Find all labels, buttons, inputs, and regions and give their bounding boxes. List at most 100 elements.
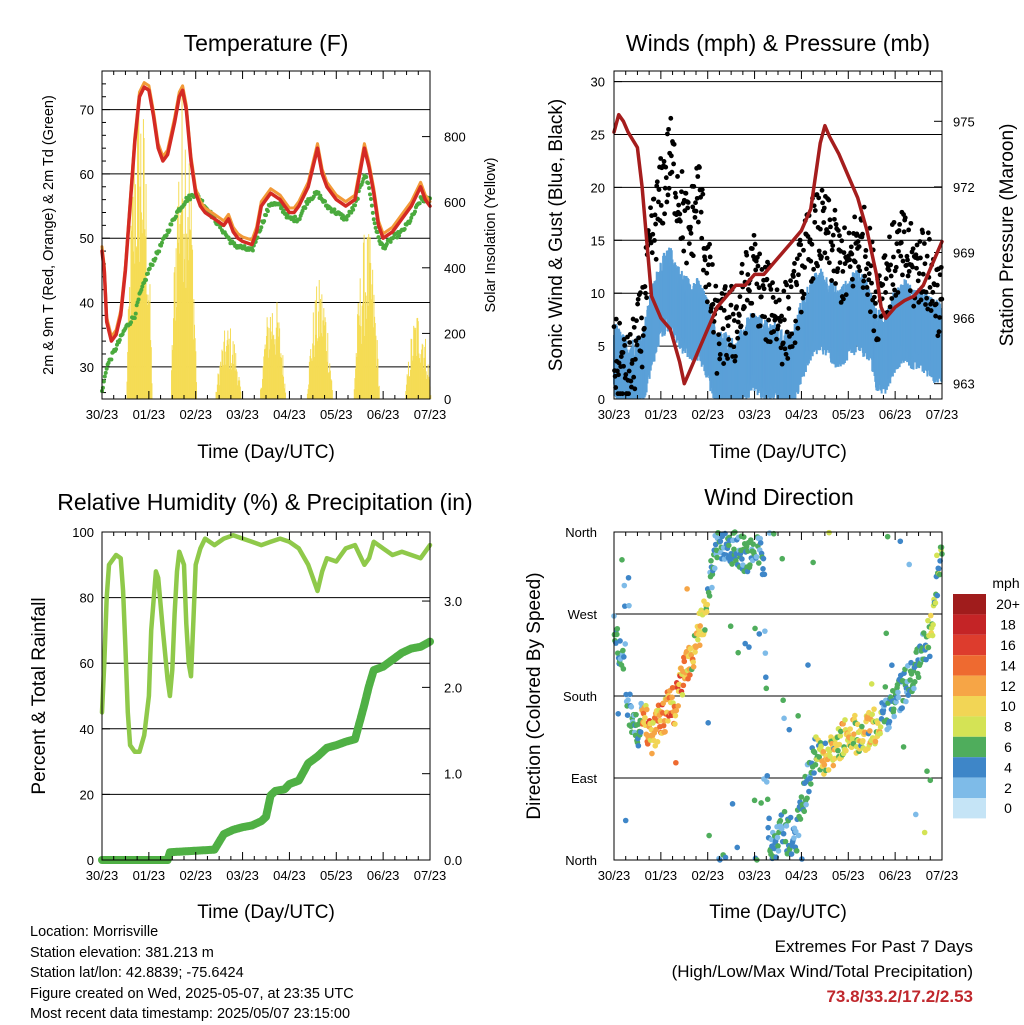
gust-point xyxy=(883,276,889,282)
direction-point xyxy=(622,641,629,647)
direction-point xyxy=(780,697,786,704)
dewpoint-point xyxy=(323,199,328,204)
direction-point xyxy=(890,706,897,712)
precip-y-tick-label: 0.0 xyxy=(444,853,462,868)
gust-point xyxy=(677,218,683,224)
gust-point xyxy=(640,333,646,339)
gust-point xyxy=(776,297,782,303)
pressure-y-tick-label: 966 xyxy=(953,311,975,326)
direction-point xyxy=(713,547,720,554)
gust-point xyxy=(688,224,693,230)
direction-point xyxy=(889,662,895,668)
gust-point xyxy=(873,300,878,306)
gust-point xyxy=(819,254,824,260)
legend-label: 2 xyxy=(1004,780,1012,796)
gust-point xyxy=(668,153,674,159)
gust-point xyxy=(633,338,639,344)
gust-point xyxy=(911,303,917,309)
dewpoint-point xyxy=(174,214,179,219)
legend-swatch xyxy=(953,655,986,676)
gust-point xyxy=(622,343,628,348)
direction-point xyxy=(929,632,936,639)
gust-point xyxy=(632,386,638,392)
dewpoint-point xyxy=(117,337,122,342)
gust-point xyxy=(938,264,944,270)
gust-point xyxy=(710,301,716,307)
gust-point xyxy=(820,200,826,206)
gust-point xyxy=(914,265,919,271)
dewpoint-point xyxy=(353,203,358,208)
gust-point xyxy=(675,174,680,179)
pressure-y-tick-label: 975 xyxy=(953,114,975,129)
legend-label: 0 xyxy=(1004,800,1012,816)
gust-point xyxy=(896,228,902,233)
gust-point xyxy=(780,340,786,346)
gust-point xyxy=(739,270,745,276)
gust-point xyxy=(887,234,892,240)
legend-label: 4 xyxy=(1004,759,1012,775)
gust-point xyxy=(707,241,712,247)
direction-point xyxy=(676,681,682,688)
gust-point xyxy=(860,231,865,237)
direction-point xyxy=(806,788,812,795)
gust-point xyxy=(653,256,659,262)
direction-point xyxy=(891,713,898,720)
gust-point xyxy=(714,370,720,376)
direction-point xyxy=(637,729,644,735)
gust-point xyxy=(826,260,832,266)
gust-point xyxy=(661,158,667,164)
extremes-values: 73.8/33.2/17.2/2.53 xyxy=(826,987,973,1006)
direction-point xyxy=(763,674,769,681)
gust-point xyxy=(634,318,639,324)
solar-y-tick-label: 400 xyxy=(444,261,466,276)
dir-y-tick-label: South xyxy=(563,689,597,704)
direction-point xyxy=(705,720,711,726)
rh-y-tick-label: 0 xyxy=(87,853,94,868)
gust-point xyxy=(631,374,637,380)
legend-swatch xyxy=(953,757,986,778)
recent-text: Most recent data timestamp: 2025/05/07 2… xyxy=(30,1006,351,1022)
gust-point xyxy=(936,329,942,335)
dewpoint-point xyxy=(157,249,162,254)
gust-point xyxy=(660,220,666,226)
gust-point xyxy=(843,292,849,298)
direction-point xyxy=(820,748,827,755)
direction-point xyxy=(662,728,668,735)
gust-point xyxy=(700,191,706,197)
dewpoint-point xyxy=(373,225,378,230)
gust-point xyxy=(757,323,763,329)
gust-point xyxy=(920,230,926,236)
gust-point xyxy=(683,190,689,196)
direction-point xyxy=(742,640,748,647)
solar-y-tick-label: 200 xyxy=(444,326,466,341)
gust-point xyxy=(794,282,800,288)
wind-x-tick-label: 03/23 xyxy=(738,407,771,422)
gust-point xyxy=(916,271,922,276)
gust-point xyxy=(684,260,689,266)
direction-point xyxy=(897,538,904,545)
direction-point xyxy=(626,602,632,609)
dewpoint-point xyxy=(159,240,164,245)
gust-point xyxy=(747,288,752,294)
rh-y-tick-label: 20 xyxy=(80,787,94,802)
gust-point xyxy=(749,300,755,306)
direction-point xyxy=(621,582,628,589)
direction-point xyxy=(921,829,928,836)
direction-point xyxy=(657,717,664,724)
dewpoint-point xyxy=(153,256,158,261)
direction-point xyxy=(764,796,771,803)
gust-point xyxy=(638,349,644,354)
dewpoint-point xyxy=(144,277,149,282)
direction-point xyxy=(882,684,889,690)
temp-x-tick-label: 06/23 xyxy=(367,407,400,422)
gust-point xyxy=(827,217,833,223)
gust-point xyxy=(764,276,770,282)
gust-point xyxy=(652,212,658,218)
direction-point xyxy=(748,537,754,543)
gust-point xyxy=(840,268,846,274)
gust-point xyxy=(864,266,869,272)
dewpoint-point xyxy=(147,266,152,271)
gust-point xyxy=(770,280,775,286)
direction-point xyxy=(818,743,824,749)
legend-label: 6 xyxy=(1004,739,1012,755)
